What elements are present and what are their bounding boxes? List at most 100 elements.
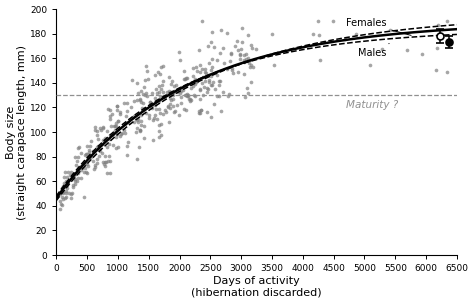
Point [154,91,161,95]
Point [193,69,201,74]
Point [184,92,191,97]
Point [58,185,65,190]
Point [123,100,130,105]
Point [116,134,124,139]
Point [246,65,254,69]
Point [203,90,211,95]
Point [196,88,204,93]
Point [143,68,151,73]
Point [87,138,94,143]
Point [252,47,259,52]
Point [71,177,78,181]
Point [101,164,109,169]
Point [93,145,101,149]
Point [240,71,247,76]
Point [186,98,193,103]
Point [155,134,163,139]
Point [143,64,150,69]
Point [107,170,114,175]
Point [84,154,91,159]
Point [155,106,162,111]
Point [129,78,137,83]
Point [341,37,348,42]
Point [227,50,235,55]
Point [61,184,68,189]
Point [161,108,169,113]
Point [86,144,94,149]
Point [238,26,246,31]
Point [78,164,85,168]
Point [432,67,439,72]
Point [207,40,214,45]
Point [80,195,88,199]
Point [56,199,64,204]
Point [71,155,79,160]
Point [195,48,202,53]
Point [74,171,82,175]
Point [64,169,72,174]
Point [207,74,215,79]
Point [378,47,386,52]
Point [113,104,121,109]
Point [74,154,82,159]
Point [172,83,180,88]
Point [78,165,86,170]
Point [174,90,182,95]
Point [106,137,113,142]
Point [237,46,245,51]
Point [225,93,232,98]
Point [158,87,165,92]
Point [204,87,211,92]
Point [199,93,207,98]
Point [193,79,201,84]
Point [218,28,225,32]
Point [214,58,221,62]
Point [175,50,182,55]
Point [62,194,70,199]
Point [91,165,98,170]
Point [247,42,255,47]
Point [63,191,70,195]
Point [85,150,92,155]
Point [197,108,204,113]
Point [117,112,124,117]
Point [95,154,103,158]
Point [125,140,132,145]
Point [189,84,197,89]
Point [77,167,85,172]
Point [133,80,140,85]
Point [151,73,159,78]
Point [214,93,221,98]
Point [196,97,204,102]
Point [152,100,159,105]
Point [84,154,92,159]
Point [164,105,172,109]
Point [91,128,99,133]
Point [168,90,175,95]
Point [243,85,250,90]
Point [201,67,209,72]
Point [315,19,322,24]
Point [181,77,188,82]
Point [155,98,163,103]
Point [177,94,184,99]
Point [223,66,231,71]
Point [178,85,186,89]
Point [63,185,70,190]
Point [58,195,65,199]
Point [198,19,206,24]
Point [63,182,70,187]
Point [59,191,67,195]
Point [167,92,174,96]
Point [185,97,192,102]
Point [94,144,101,148]
Point [196,70,203,75]
Point [149,138,157,143]
Point [156,93,164,98]
Point [200,75,207,80]
Point [418,52,426,56]
Point [182,93,190,98]
Point [183,76,191,81]
Point [137,88,145,93]
Point [139,91,146,96]
